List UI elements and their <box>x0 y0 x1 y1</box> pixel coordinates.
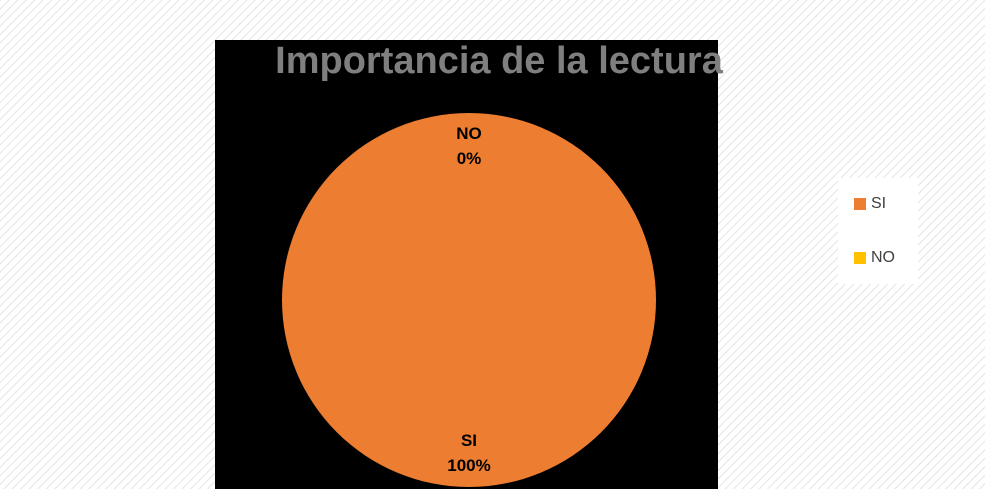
data-label-value: 0% <box>457 149 482 168</box>
data-label-value: 100% <box>447 456 490 475</box>
chart-title: Importancia de la lectura <box>275 40 724 82</box>
legend-swatch <box>854 198 866 210</box>
legend-label: SI <box>871 195 886 212</box>
legend-swatch <box>854 252 866 264</box>
legend <box>838 178 918 284</box>
data-label-category: NO <box>456 124 482 143</box>
pie-slice <box>282 113 656 487</box>
legend-label: NO <box>871 249 895 266</box>
data-label-category: SI <box>461 431 477 450</box>
